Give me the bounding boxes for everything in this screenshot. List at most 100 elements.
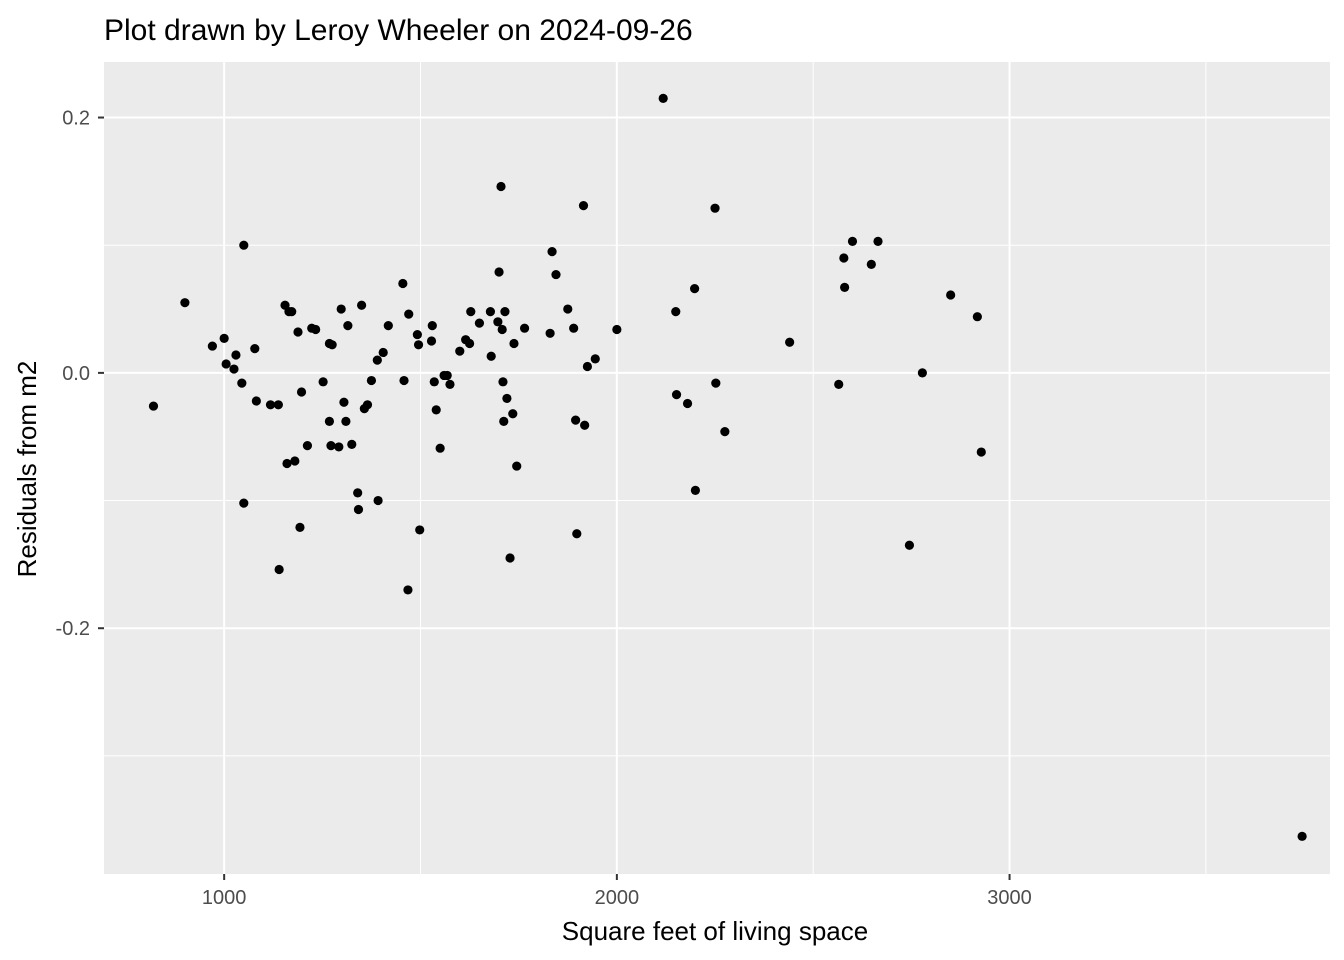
major-gridlines	[104, 62, 1330, 874]
data-point	[840, 282, 850, 292]
data-point	[324, 416, 335, 426]
data-point	[547, 246, 557, 257]
y-tick-label: 0.0	[62, 363, 90, 385]
data-point	[671, 307, 681, 317]
data-point	[497, 324, 507, 335]
data-point	[239, 240, 249, 250]
data-point	[500, 307, 510, 317]
data-point	[445, 379, 455, 389]
y-axis-title: Residuals from m2	[12, 361, 42, 578]
data-point	[229, 364, 239, 374]
data-point	[219, 333, 229, 344]
data-point	[148, 401, 159, 411]
data-point	[671, 389, 682, 400]
data-point	[455, 346, 465, 356]
data-point	[508, 409, 518, 419]
data-point	[429, 377, 439, 387]
data-point	[519, 323, 530, 333]
data-point	[499, 416, 509, 426]
data-point	[658, 93, 668, 103]
data-point	[373, 495, 383, 506]
data-point	[274, 564, 284, 575]
data-point	[720, 427, 730, 437]
data-point	[250, 344, 260, 354]
data-point	[398, 278, 408, 289]
data-point	[612, 324, 622, 335]
data-point	[494, 267, 504, 277]
data-point	[917, 368, 927, 378]
data-point	[509, 338, 519, 349]
data-point	[357, 300, 367, 310]
data-point	[221, 359, 231, 369]
data-point	[372, 355, 382, 365]
data-point	[353, 488, 363, 498]
data-point	[972, 312, 982, 322]
data-point	[442, 370, 452, 381]
data-point	[512, 461, 522, 471]
data-point	[711, 378, 721, 388]
data-point	[847, 236, 858, 246]
data-point	[485, 307, 496, 317]
data-point	[273, 400, 283, 410]
data-point	[502, 393, 512, 404]
chart-title: Plot drawn by Leroy Wheeler on 2024-09-2…	[104, 14, 693, 47]
data-point	[572, 529, 582, 539]
x-axis-ticks: 1000 2000 3000	[202, 874, 1032, 909]
data-point	[551, 269, 561, 280]
data-point	[435, 443, 445, 453]
data-point	[327, 340, 337, 350]
y-tick-label: 0.2	[62, 108, 90, 130]
data-point	[1297, 831, 1307, 841]
data-point	[378, 347, 388, 358]
plot-panel	[104, 62, 1330, 874]
data-point	[366, 375, 377, 386]
data-point	[415, 525, 425, 535]
data-point	[946, 290, 956, 300]
data-point	[834, 379, 844, 389]
data-point	[347, 439, 357, 449]
data-point	[493, 317, 503, 327]
data-point	[474, 318, 485, 328]
data-point	[505, 553, 515, 563]
data-point	[569, 323, 579, 333]
data-point	[466, 307, 476, 317]
data-point	[251, 396, 261, 406]
data-point	[318, 377, 328, 387]
data-point	[866, 259, 876, 269]
data-point	[282, 458, 292, 469]
data-point	[343, 321, 353, 331]
data-point	[287, 307, 297, 317]
data-point	[682, 398, 693, 409]
data-point	[265, 400, 276, 410]
data-point	[311, 324, 321, 335]
data-point	[341, 416, 351, 426]
data-point	[336, 304, 346, 314]
data-point	[403, 585, 413, 595]
data-point	[339, 397, 349, 407]
data-point	[231, 350, 241, 360]
data-point	[295, 522, 305, 532]
x-tick-label: 1000	[202, 887, 247, 909]
data-point	[383, 321, 393, 331]
data-point	[427, 321, 437, 331]
data-point	[976, 447, 986, 457]
data-point	[413, 340, 424, 350]
data-point	[207, 341, 217, 351]
x-tick-label: 2000	[595, 887, 640, 909]
data-point	[326, 441, 336, 451]
data-point	[590, 354, 600, 364]
y-tick-label: -0.2	[56, 618, 90, 640]
data-point	[399, 375, 409, 386]
data-point	[690, 485, 701, 495]
data-point	[710, 203, 720, 213]
data-point	[334, 442, 344, 452]
data-point	[545, 328, 555, 338]
data-point	[290, 456, 300, 466]
x-axis-title: Square feet of living space	[562, 916, 868, 946]
data-point	[496, 181, 506, 192]
data-point	[296, 387, 307, 397]
data-point	[690, 284, 700, 294]
data-point	[426, 336, 437, 346]
data-point	[578, 201, 589, 211]
